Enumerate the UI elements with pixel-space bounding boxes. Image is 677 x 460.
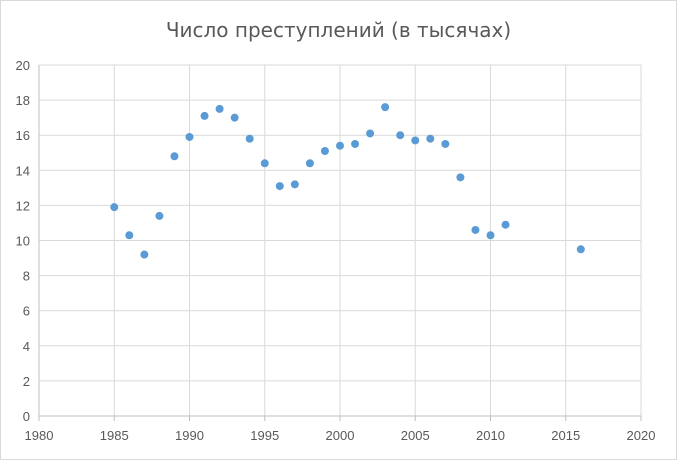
data-point [200, 111, 209, 120]
x-tick-labels: 1980 1985 1990 1995 2000 2005 2010 2015 2020 [25, 428, 656, 443]
data-point [125, 231, 134, 240]
x-tick-label: 1985 [100, 428, 129, 443]
y-tick-label: 2 [23, 374, 30, 389]
x-tick-label: 2010 [476, 428, 505, 443]
data-point [215, 104, 224, 113]
data-point [185, 132, 194, 141]
data-point [260, 159, 269, 168]
data-point [456, 173, 465, 182]
y-tick-label: 18 [16, 93, 30, 108]
data-point [426, 134, 435, 143]
grid-lines [39, 64, 642, 416]
data-point [336, 141, 344, 150]
y-tick-label: 20 [16, 58, 30, 73]
y-tick-label: 14 [16, 163, 30, 178]
data-point [170, 152, 179, 161]
data-point [411, 136, 420, 145]
data-point [396, 131, 405, 140]
data-point [110, 203, 119, 212]
x-tick-label: 2015 [551, 428, 580, 443]
x-tick-label: 1980 [25, 428, 54, 443]
x-tick-label: 2005 [401, 428, 430, 443]
y-tick-label: 6 [23, 304, 30, 319]
x-tick-label: 1995 [250, 428, 279, 443]
y-tick-label: 0 [23, 409, 30, 424]
y-tick-label: 10 [16, 234, 30, 249]
data-point [230, 113, 239, 122]
data-point [275, 182, 284, 191]
y-tick-labels: 0 2 4 6 8 10 12 14 16 18 20 [16, 58, 30, 424]
y-tick-label: 12 [16, 198, 30, 213]
data-point [441, 139, 450, 148]
data-point [290, 180, 299, 189]
x-tick-label: 2000 [326, 428, 355, 443]
chart-title: Число преступлений (в тысячах) [165, 18, 512, 42]
data-point [320, 146, 329, 155]
y-tick-label: 8 [23, 269, 30, 284]
data-point [366, 129, 375, 138]
data-point [305, 159, 314, 168]
data-point [140, 250, 149, 259]
data-point [155, 211, 164, 220]
data-point [351, 139, 360, 148]
data-point [245, 134, 254, 143]
y-tick-label: 4 [23, 339, 30, 354]
x-tick-label: 1990 [175, 428, 204, 443]
data-point [486, 231, 495, 240]
data-point [576, 245, 585, 254]
data-point [501, 220, 510, 229]
data-point [381, 103, 390, 112]
y-tick-label: 16 [16, 128, 30, 143]
x-tick-label: 2020 [627, 428, 656, 443]
data-point [471, 225, 480, 234]
data-points [110, 103, 585, 259]
axes [38, 65, 642, 421]
